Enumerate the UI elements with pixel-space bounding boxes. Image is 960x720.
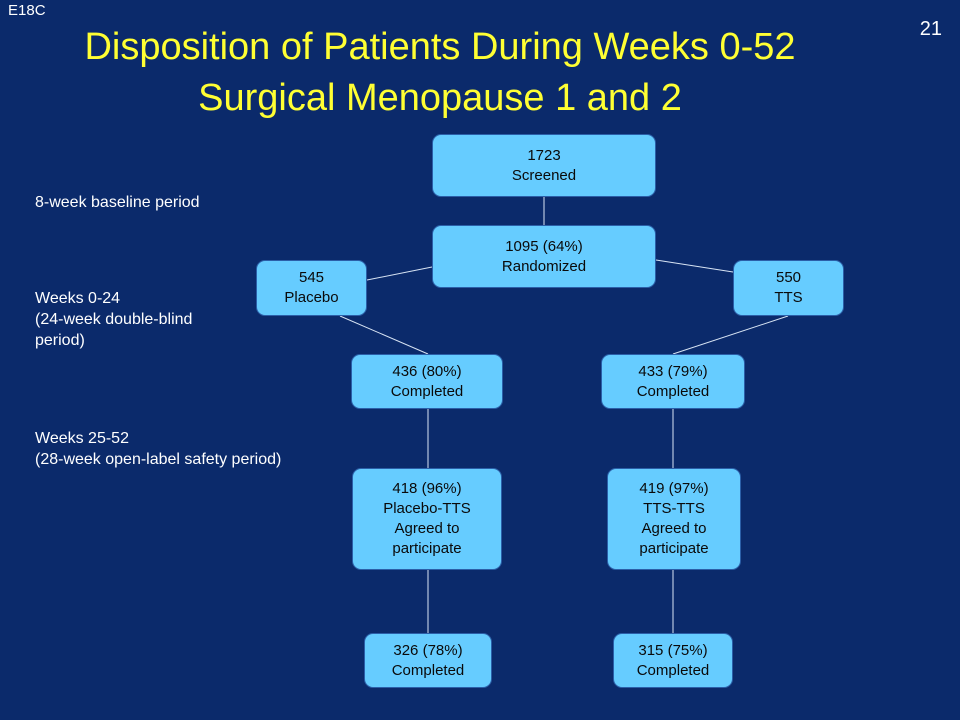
page-subtitle: Surgical Menopause 1 and 2 [198,77,682,119]
connector-randomized-placebo [366,266,433,281]
slide-number: 21 [919,18,942,40]
connector-randomized-tts [655,259,734,273]
label-weeks-0-24: Weeks 0-24 (24-week double-blind period) [35,290,193,349]
box-placebo-completed: 436 (80%) Completed [351,354,503,409]
box-tts: 550 TTS [733,260,844,316]
box-tts-tts-completed: 315 (75%) Completed [613,633,733,688]
connector-tts-completed [672,315,789,355]
label-baseline-period: 8-week baseline period [35,194,200,211]
box-tts-tts-agreed: 419 (97%) TTS-TTS Agreed to participate [607,468,741,570]
box-randomized: 1095 (64%) Randomized [432,225,656,288]
box-tts-completed: 433 (79%) Completed [601,354,745,409]
page-title: Disposition of Patients During Weeks 0-5… [84,26,796,68]
box-placebo-tts-completed: 326 (78%) Completed [364,633,492,688]
label-weeks-25-52: Weeks 25-52 (28-week open-label safety p… [35,430,282,468]
box-placebo: 545 Placebo [256,260,367,316]
connector-placebo-completed [339,315,429,355]
box-placebo-tts-agreed: 418 (96%) Placebo-TTS Agreed to particip… [352,468,502,570]
slide-id: E18C [8,2,46,19]
box-screened: 1723 Screened [432,134,656,197]
